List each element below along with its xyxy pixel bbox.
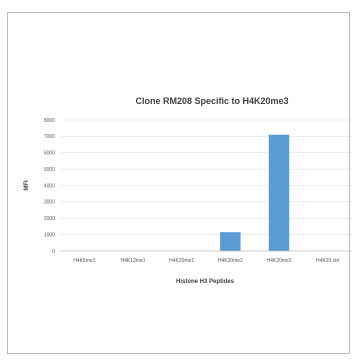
x-tick-label: H4K20me1 bbox=[169, 258, 194, 264]
chart-frame bbox=[7, 12, 350, 354]
chart-title: Clone RM208 Specific to H4K20me3 bbox=[135, 96, 288, 106]
y-tick-label: 5000 bbox=[44, 167, 55, 173]
x-tick-label: H4K20me2 bbox=[218, 258, 243, 264]
y-axis-title: MFI bbox=[24, 180, 30, 191]
x-tick-label: H4K20me3 bbox=[266, 258, 291, 264]
gridlines bbox=[60, 119, 352, 235]
y-tick-label: 4000 bbox=[44, 183, 55, 189]
x-tick-label: H4K12me1 bbox=[120, 258, 145, 264]
y-tick-label: 2000 bbox=[44, 216, 55, 222]
x-tick-label: H4K20 ctrl bbox=[316, 258, 339, 264]
x-axis-title: Histone H3 Peptides bbox=[176, 279, 235, 285]
y-tick-labels: 0 1000 2000 3000 4000 5000 6000 7000 8000 bbox=[44, 118, 55, 255]
y-tick-label: 7000 bbox=[44, 134, 55, 140]
y-tick-label: 3000 bbox=[44, 200, 55, 206]
bar-h4k20me3 bbox=[268, 134, 290, 251]
y-tick-label: 1000 bbox=[44, 232, 55, 238]
x-tick-label: H4K5me1 bbox=[73, 258, 95, 264]
y-tick-label: 0 bbox=[52, 249, 55, 255]
bar-h4k20me2 bbox=[220, 232, 241, 251]
x-tick-labels: H4K5me1 H4K12me1 H4K20me1 H4K20me2 H4K20me3 H… bbox=[73, 258, 339, 264]
bars bbox=[220, 134, 290, 251]
y-tick-label: 8000 bbox=[44, 118, 55, 124]
y-tick-label: 6000 bbox=[44, 151, 55, 157]
